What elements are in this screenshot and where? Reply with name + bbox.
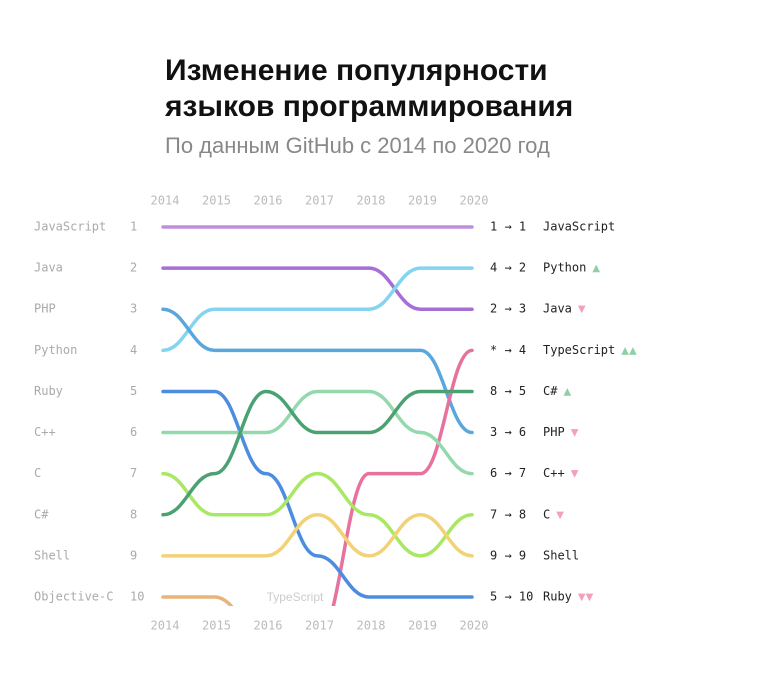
rank-change: 3 → 6	[490, 425, 526, 439]
trend: ▲	[563, 386, 571, 397]
series-line	[161, 595, 234, 606]
series-line	[161, 389, 474, 517]
rank-change: 6 → 7	[490, 466, 526, 480]
y-tick-label: 10	[130, 590, 144, 604]
right-label: C++	[543, 466, 565, 480]
series-line	[161, 266, 474, 353]
trend: ▼	[578, 304, 586, 315]
x-tick-label: 2016	[254, 194, 283, 208]
right-label: C#	[543, 384, 558, 398]
annotation: TypeScript	[267, 590, 324, 604]
right-label: Python	[543, 261, 586, 275]
left-label: JavaScript	[34, 220, 106, 234]
rank-change: 1 → 1	[490, 220, 526, 234]
trend: ▼▼	[578, 592, 594, 603]
left-label: Shell	[34, 548, 70, 562]
y-tick-label: 4	[130, 343, 137, 357]
y-tick-label: 7	[130, 466, 137, 480]
x-tick-label: 2020	[460, 619, 489, 633]
right-label: Shell	[543, 548, 579, 562]
x-tick-label: 2019	[408, 619, 437, 633]
trend: ▲	[592, 263, 600, 274]
x-tick-label: 2018	[357, 619, 386, 633]
series-line	[161, 513, 474, 558]
trend: ▼	[571, 469, 579, 480]
x-tick-label: 2018	[357, 194, 386, 208]
x-tick-label: 2016	[254, 619, 283, 633]
lines	[161, 225, 474, 606]
rank-change: 2 → 3	[490, 302, 526, 316]
y-tick-label: 8	[130, 507, 137, 521]
rank-change: 8 → 5	[490, 384, 526, 398]
x-tick-label: 2015	[202, 619, 231, 633]
left-label: C++	[34, 425, 56, 439]
rank-change: 7 → 8	[490, 507, 526, 521]
series-line	[161, 307, 474, 435]
y-tick-label: 5	[130, 384, 137, 398]
x-tick-label: 2017	[305, 194, 334, 208]
series-line	[161, 471, 474, 558]
series-line	[161, 389, 474, 599]
chart-title: Изменение популярности	[165, 54, 548, 87]
x-tick-label: 2015	[202, 194, 231, 208]
right-label: C	[543, 507, 550, 521]
left-label: Python	[34, 343, 77, 357]
right-label: TypeScript	[543, 343, 615, 357]
rank-change: 9 → 9	[490, 548, 526, 562]
rank-change: * → 4	[490, 343, 526, 357]
left-label: C#	[34, 507, 49, 521]
trend: ▼	[571, 428, 579, 439]
right-label: Java	[543, 302, 572, 316]
x-tick-label: 2019	[408, 194, 437, 208]
series-line	[331, 348, 474, 606]
x-tick-label: 2014	[151, 194, 180, 208]
left-label: Objective-C	[34, 590, 113, 604]
left-label: C	[34, 466, 41, 480]
series-line	[161, 389, 474, 476]
x-tick-label: 2020	[460, 194, 489, 208]
right-label: PHP	[543, 425, 565, 439]
left-label: Java	[34, 261, 63, 275]
rank-change: 4 → 2	[490, 261, 526, 275]
y-tick-label: 1	[130, 220, 137, 234]
left-label: PHP	[34, 302, 56, 316]
y-tick-label: 2	[130, 261, 137, 275]
x-tick-label: 2014	[151, 619, 180, 633]
trend: ▼	[556, 510, 564, 521]
trend: ▲▲	[621, 345, 637, 356]
series-line	[161, 266, 474, 311]
right-label: JavaScript	[543, 220, 615, 234]
right-label: Ruby	[543, 590, 572, 604]
x-tick-label: 2017	[305, 619, 334, 633]
rank-change: 5 → 10	[490, 590, 533, 604]
left-label: Ruby	[34, 384, 63, 398]
y-tick-label: 3	[130, 302, 137, 316]
y-tick-label: 6	[130, 425, 137, 439]
y-tick-label: 9	[130, 548, 137, 562]
chart-title: языков программирования	[164, 90, 573, 123]
chart-subtitle: По данным GitHub с 2014 по 2020 год	[165, 133, 550, 158]
